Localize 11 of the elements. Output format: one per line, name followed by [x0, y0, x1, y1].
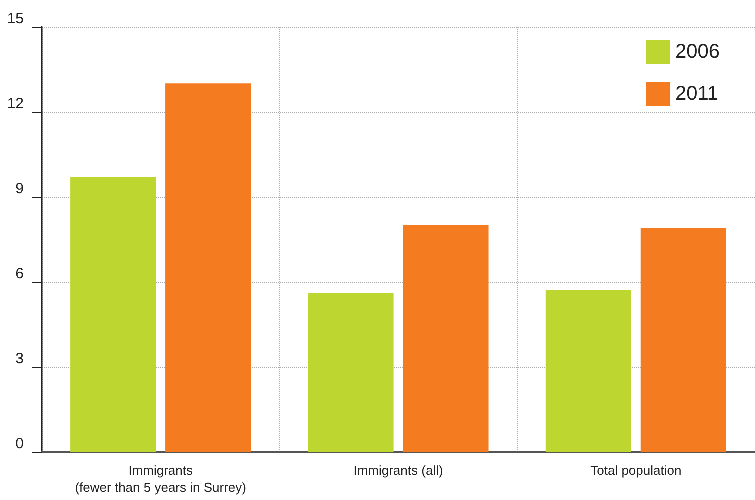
legend-label: 2011 — [676, 83, 719, 105]
x-tick-label: Immigrants (fewer than 5 years in Surrey) — [75, 463, 246, 495]
y-tick-label: 0 — [16, 436, 24, 452]
y-tick-label: 9 — [16, 180, 24, 198]
legend-label: 2006 — [676, 41, 720, 63]
x-tick-label: Total population — [590, 463, 682, 478]
y-tick-label: 3 — [16, 350, 24, 368]
x-tick-label: Immigrants (all) — [354, 463, 444, 478]
y-tick-label: 12 — [7, 96, 24, 112]
y-tick-label: 15 — [7, 10, 24, 28]
y-tick-label: 6 — [16, 266, 24, 282]
